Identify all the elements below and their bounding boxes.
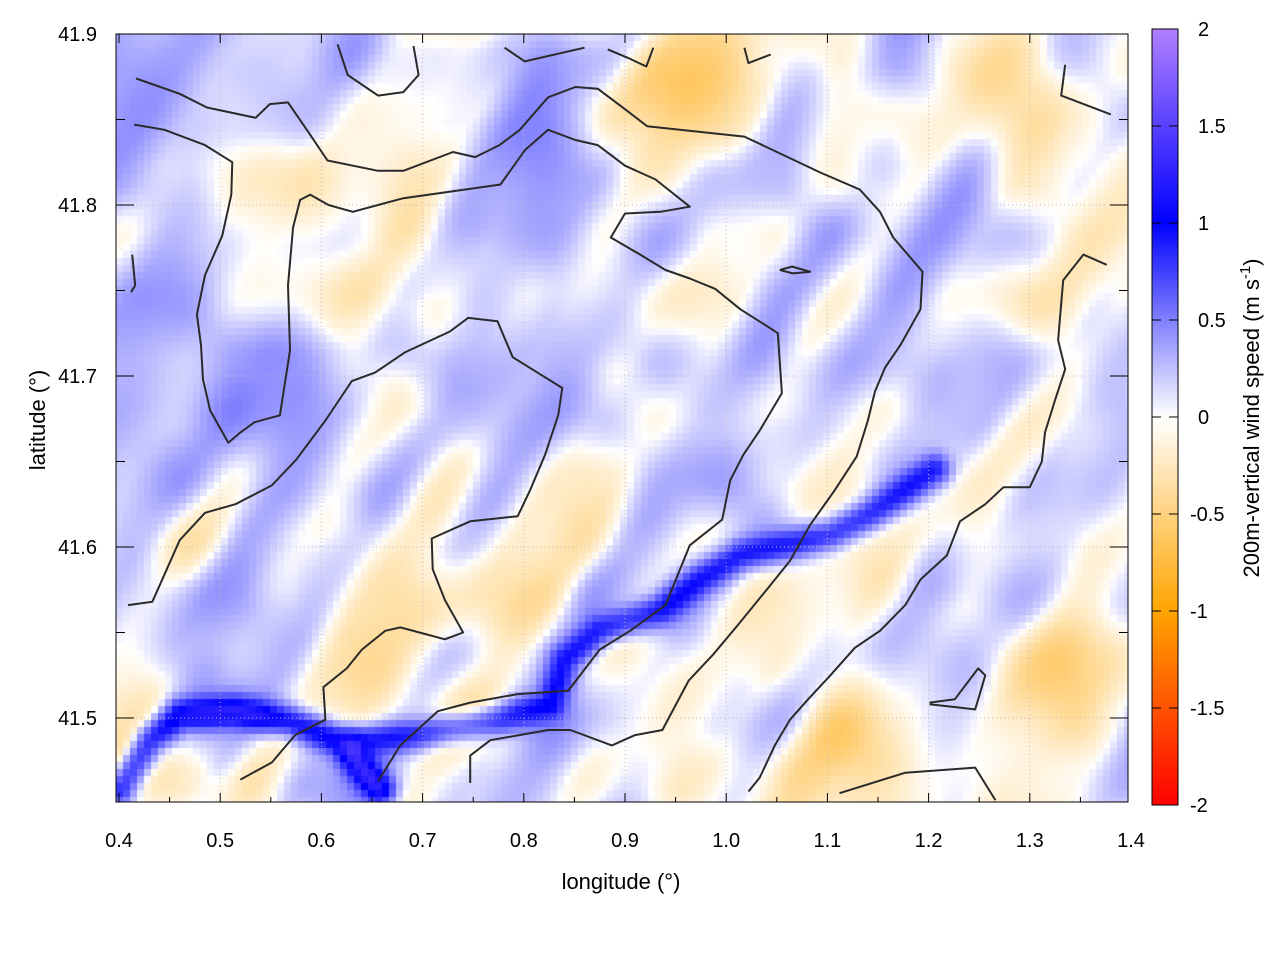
colorbar-tick-label: 2: [1198, 19, 1209, 41]
y-tick-label: 41.7: [58, 366, 97, 388]
y-tick-label: 41.9: [58, 24, 97, 46]
colorbar-tick-label: -2: [1190, 795, 1208, 817]
y-tick-label: 41.8: [58, 195, 97, 217]
heatmap: [116, 34, 1128, 802]
contours: [127, 43, 1112, 801]
grid: [116, 34, 1128, 802]
x-tick-label: 0.6: [307, 830, 335, 852]
colorbar-ticks: 2 1.5 1 0.5 0 -0.5 -1 -1.5 -2: [1152, 19, 1226, 817]
contour-line: [607, 47, 655, 68]
colorbar-label-end: ): [1239, 258, 1264, 265]
x-tick-label: 1.4: [1117, 830, 1145, 852]
x-tick-label: 1.3: [1016, 830, 1044, 852]
colorbar-tick-label: 1: [1198, 213, 1209, 235]
contour-line: [779, 265, 812, 275]
x-tick-label: 0.7: [409, 830, 437, 852]
contour-line: [130, 254, 137, 293]
y-axis-label: latitude (°): [25, 370, 50, 471]
contour-line: [504, 46, 585, 63]
x-axis-label: longitude (°): [562, 869, 681, 894]
contour-line: [127, 316, 564, 781]
contour-line: [743, 47, 772, 65]
contour-line: [839, 766, 997, 801]
colorbar-label-main: 200m-vertical wind speed (m s: [1239, 279, 1264, 577]
x-tick-label: 1.1: [813, 830, 841, 852]
x-tick-label: 0.8: [510, 830, 538, 852]
colorbar-tick-label: 1.5: [1198, 116, 1226, 138]
plot-frame: [115, 33, 1129, 803]
colorbar-tick-label: 0.5: [1198, 310, 1226, 332]
colorbar-tick-label: 0: [1198, 407, 1209, 429]
x-tick-label: 0.9: [611, 830, 639, 852]
x-tick-label: 1.2: [915, 830, 943, 852]
colorbar-tick-label: -1: [1190, 601, 1208, 623]
contour-line: [747, 253, 1108, 793]
colorbar-label-sup: -1: [1237, 266, 1254, 279]
colorbar-label: 200m-vertical wind speed (m s-1): [1237, 258, 1264, 577]
x-tick-label: 0.5: [206, 830, 234, 852]
y-tick-label: 41.5: [58, 708, 97, 730]
y-tick-label: 41.6: [58, 537, 97, 559]
contour-line: [929, 667, 987, 711]
contour-line: [135, 77, 924, 783]
colorbar-tick-label: -0.5: [1190, 504, 1224, 526]
contour-line: [336, 43, 420, 97]
x-tick-label: 0.4: [105, 830, 133, 852]
axes: 0.4 0.5 0.6 0.7 0.8 0.9 1.0 1.1 1.2 1.3 1.4 41.5 41.…: [58, 24, 1145, 852]
x-tick-label: 1.0: [712, 830, 740, 852]
contour-line: [134, 123, 783, 782]
contour-line: [1060, 64, 1112, 116]
colorbar-tick-label: -1.5: [1190, 698, 1224, 720]
